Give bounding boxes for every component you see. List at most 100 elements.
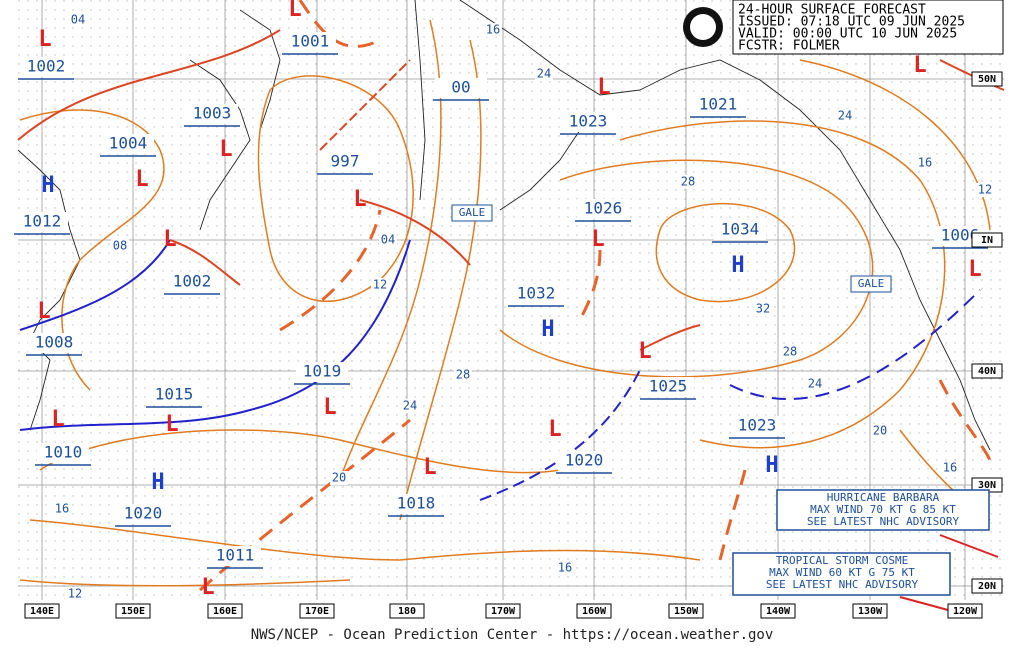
label-bg bbox=[454, 368, 472, 382]
pressure-label: 1023 bbox=[738, 416, 777, 435]
pressure-label: 1034 bbox=[721, 220, 760, 239]
contour-label: 20 bbox=[332, 471, 346, 485]
latitude-label: 50N bbox=[978, 74, 996, 85]
pressure-label: 1025 bbox=[649, 377, 688, 396]
low-symbol: L bbox=[51, 407, 64, 432]
label-bg bbox=[390, 494, 442, 514]
lon-box bbox=[24, 603, 60, 619]
contour-label: 20 bbox=[873, 424, 887, 438]
advisory-line: SEE LATEST NHC ADVISORY bbox=[766, 578, 919, 591]
label-bg bbox=[111, 239, 129, 253]
pressure-label: 997 bbox=[331, 152, 360, 171]
label-bg bbox=[186, 104, 238, 124]
low-symbol: L bbox=[288, 0, 301, 22]
label-bg bbox=[28, 333, 80, 353]
contour-label: 16 bbox=[558, 561, 572, 575]
label-bg bbox=[37, 443, 89, 463]
advisory-line: HURRICANE BARBARA bbox=[827, 491, 940, 504]
pressure-label: 1026 bbox=[584, 199, 623, 218]
lat-box bbox=[971, 71, 1003, 87]
label-bg bbox=[209, 546, 261, 566]
label-bg bbox=[166, 272, 218, 292]
label-bg bbox=[679, 175, 697, 189]
label-bg bbox=[714, 220, 766, 240]
label-bg bbox=[577, 199, 629, 219]
low-symbol: L bbox=[219, 137, 232, 162]
latitude-label: IN bbox=[981, 235, 993, 246]
longitude-label: 170E bbox=[305, 606, 329, 617]
header-line: FCSTR: FOLMER bbox=[738, 39, 840, 54]
pressure-label: 1008 bbox=[35, 333, 74, 352]
pressure-label: 1011 bbox=[216, 546, 255, 565]
pressure-label: 1019 bbox=[303, 362, 342, 381]
longitude-label: 150W bbox=[674, 606, 699, 617]
footer: NWS/NCEP - Ocean Prediction Center - htt… bbox=[251, 627, 774, 643]
low-symbol: L bbox=[163, 227, 176, 252]
coastlines bbox=[17, 0, 991, 451]
low-symbol: L bbox=[323, 395, 336, 420]
label-bg bbox=[319, 152, 371, 172]
longitude-label: 140E bbox=[30, 606, 54, 617]
lon-box bbox=[760, 603, 796, 619]
latitude-label: 20N bbox=[978, 581, 996, 592]
label-bg bbox=[69, 13, 87, 27]
latitude-label: 30N bbox=[978, 480, 996, 491]
longitude-label: 140W bbox=[766, 606, 791, 617]
pressure-label: 1020 bbox=[565, 451, 604, 470]
contour-label: 24 bbox=[403, 399, 417, 413]
label-bg bbox=[102, 134, 154, 154]
contour-label: 04 bbox=[381, 233, 395, 247]
header-line: ISSUED: 07:18 UTC 09 JUN 2025 bbox=[738, 15, 965, 30]
label-bg bbox=[562, 112, 614, 132]
fronts bbox=[17, 29, 1005, 501]
low-symbol: L bbox=[423, 455, 436, 480]
high-symbol: H bbox=[41, 173, 54, 198]
pressure-label: 1001 bbox=[291, 32, 330, 51]
contour-label: 28 bbox=[783, 345, 797, 359]
pressure-label: 1023 bbox=[569, 112, 608, 131]
label-bg bbox=[916, 156, 934, 170]
gale-label: GALE bbox=[858, 277, 885, 290]
label-bg bbox=[53, 502, 71, 516]
contour-label: 28 bbox=[456, 368, 470, 382]
label-bg bbox=[284, 32, 336, 52]
pressure-label: 1021 bbox=[699, 95, 738, 114]
label-bg bbox=[16, 212, 68, 232]
contour-label: 24 bbox=[537, 67, 551, 81]
label-bg bbox=[836, 109, 854, 123]
low-symbol: L bbox=[597, 75, 610, 100]
pressure-label: 00 bbox=[451, 78, 470, 97]
pressure-label: 1003 bbox=[193, 104, 232, 123]
pressure-label: 1020 bbox=[124, 504, 163, 523]
advisory-line: MAX WIND 70 KT G 85 KT bbox=[810, 503, 956, 516]
labels: 1001 1002 1003 1004 1012 1002 1008 997 00 1023 102… bbox=[14, 0, 1003, 619]
advisory-box bbox=[776, 489, 990, 531]
contour-label: 28 bbox=[681, 175, 695, 189]
contour-label: 08 bbox=[113, 239, 127, 253]
longitude-label: 130W bbox=[858, 606, 883, 617]
label-bg bbox=[66, 587, 84, 601]
contour-label: 24 bbox=[808, 377, 822, 391]
pressure-label: 1004 bbox=[109, 134, 148, 153]
label-bg bbox=[510, 284, 562, 304]
lat-box bbox=[971, 363, 1003, 379]
lon-box bbox=[115, 603, 151, 619]
pressure-label: 1032 bbox=[517, 284, 556, 303]
contour-label: 16 bbox=[486, 23, 500, 37]
contour-label: 16 bbox=[918, 156, 932, 170]
label-bg bbox=[379, 233, 397, 247]
hurricane-arrow bbox=[939, 534, 999, 558]
low-symbol: L bbox=[913, 53, 926, 78]
high-symbol: H bbox=[765, 453, 778, 478]
low-symbol: L bbox=[548, 417, 561, 442]
lat-box bbox=[971, 578, 1003, 594]
longitude-label: 150E bbox=[121, 606, 145, 617]
label-bg bbox=[976, 183, 994, 197]
header-line: VALID: 00:00 UTC 10 JUN 2025 bbox=[738, 27, 957, 42]
label-bg bbox=[401, 399, 419, 413]
pressure-label: 1012 bbox=[23, 212, 62, 231]
label-bg bbox=[754, 302, 772, 316]
longitude-label: 180 bbox=[398, 606, 416, 617]
label-bg bbox=[781, 345, 799, 359]
